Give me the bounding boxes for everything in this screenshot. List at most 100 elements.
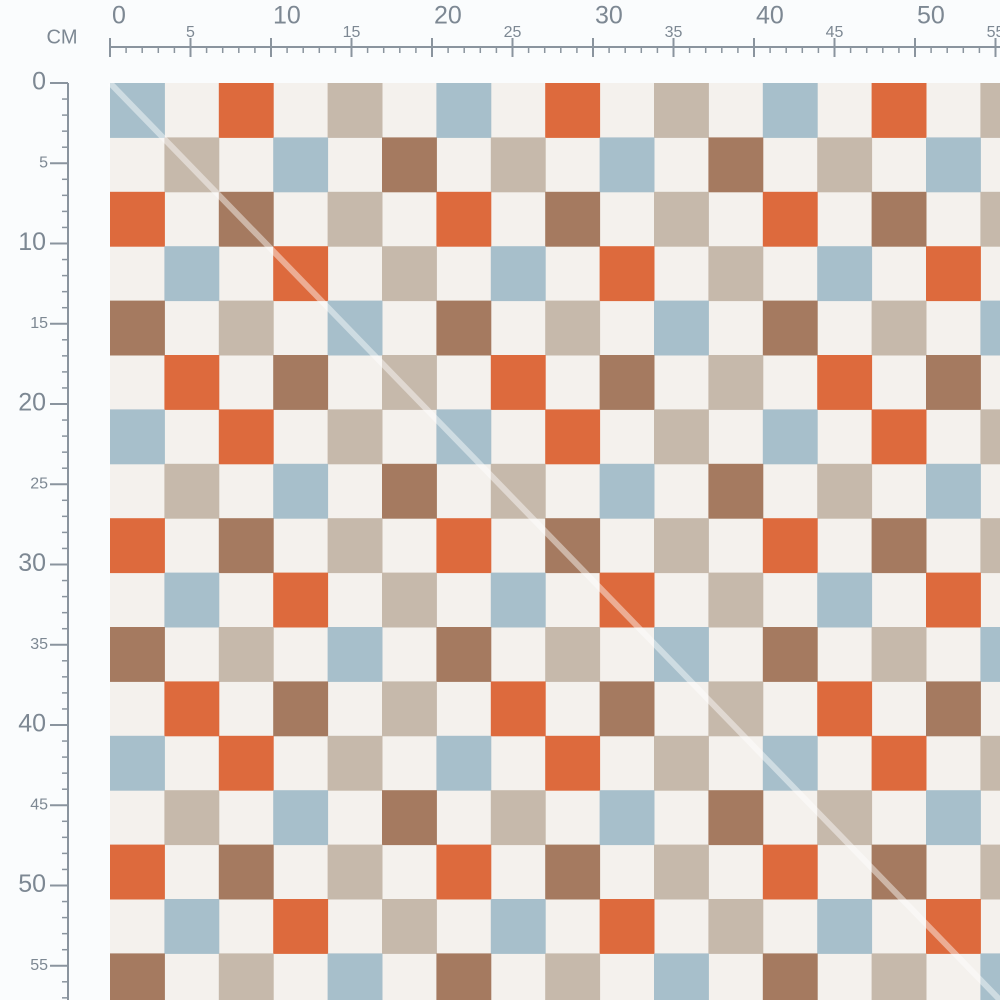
checker-square [654,953,709,1000]
checker-square [382,572,437,628]
checker-square [218,735,274,791]
top-tick-label: 15 [343,24,361,41]
checker-square [545,83,601,138]
checker-square [436,518,492,574]
unit-label: CM [46,26,77,48]
checker-square [218,191,274,247]
checker-square [490,681,546,737]
checker-square [490,246,546,302]
checker-square [762,191,818,247]
checker-square [599,137,655,193]
checker-square [545,735,601,791]
checker-square [871,300,927,356]
checker-square [708,681,764,737]
checker-square [980,844,1000,900]
checker-square [273,681,329,737]
checker-square [545,191,601,247]
checker-square [708,246,764,302]
checker-square [110,627,165,682]
checker-square [654,518,709,574]
checker-square [817,246,873,302]
checker-square [871,627,927,682]
checker-square [654,83,709,138]
checker-square [545,300,601,356]
checker-square [599,463,655,519]
ruler: CM 0 5 10 15 20 25 30 35 40 45 50 55 0 5 10 15 20 25 30 35 4… [18,2,1000,1000]
checker-pattern [110,83,1000,1000]
checker-square [436,735,492,791]
checker-square [654,627,709,682]
checker-square [164,246,220,302]
checker-square [436,627,492,682]
checker-square [762,409,818,465]
checker-square [490,572,546,628]
checker-square [871,191,927,247]
checker-square [164,355,220,410]
checker-square [273,899,329,954]
left-tick-label: 45 [30,796,48,813]
checker-square [817,572,873,628]
checker-square [164,572,220,628]
checker-square [110,735,165,791]
top-tick-label: 20 [434,2,462,30]
checker-square [545,518,601,574]
checker-square [599,790,655,846]
checker-square [762,627,818,682]
left-tick-label: 20 [18,389,46,417]
checker-square [164,899,220,954]
left-tick-label: 30 [18,549,46,577]
checker-square [273,790,329,846]
checker-square [218,953,274,1000]
checker-square [110,191,165,247]
checker-square [545,627,601,682]
checker-square [871,735,927,791]
top-tick-label: 30 [595,2,623,30]
checker-square [545,844,601,900]
checker-square [817,681,873,737]
checker-square [980,627,1000,682]
checker-square [327,518,383,574]
top-tick-label: 55 [987,24,1000,41]
checker-square [110,844,165,900]
checker-square [980,735,1000,791]
checker-square [273,355,329,410]
top-tick-label: 45 [826,24,844,41]
checker-square [762,735,818,791]
checker-square [110,300,165,356]
left-tick-label: 0 [32,68,46,96]
checker-square [273,572,329,628]
diagonal-highlight [107,80,1000,1000]
checker-square [436,83,492,138]
checker-square [436,844,492,900]
checker-square [599,572,655,628]
checker-square [817,137,873,193]
checker-square [980,953,1000,1000]
checker-square [218,627,274,682]
checker-square [599,899,655,954]
left-tick-label: 10 [18,228,46,256]
checker-square [980,518,1000,574]
checker-square [490,790,546,846]
checker-square [926,899,981,954]
checker-square [654,409,709,465]
top-tick-label: 40 [756,2,784,30]
top-tick-label: 50 [917,2,945,30]
checker-square [327,844,383,900]
checker-square [327,83,383,138]
checker-square [871,844,927,900]
checker-square [273,137,329,193]
checker-square [110,83,165,138]
checker-square [490,137,546,193]
checker-square [436,300,492,356]
checker-square [110,953,165,1000]
checker-square [926,137,981,193]
checker-square [926,681,981,737]
checker-square [164,681,220,737]
checker-square [273,463,329,519]
checker-square [545,953,601,1000]
checker-square [599,246,655,302]
checker-square [382,355,437,410]
checker-square [980,191,1000,247]
checker-square [327,191,383,247]
checker-square [164,463,220,519]
